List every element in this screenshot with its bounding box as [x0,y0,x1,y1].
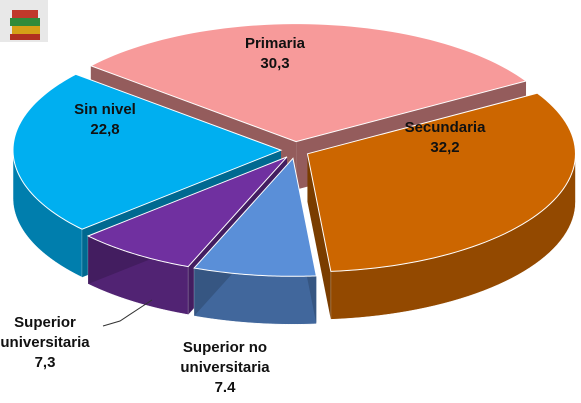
slice-name: Sin nivel [50,100,160,120]
slice-name: Superior no universitaria [160,338,290,378]
slice-value: 22,8 [50,120,160,140]
books-icon [0,0,48,42]
slice-value: 32,2 [375,138,515,158]
slice-name: Secundaria [375,118,515,138]
slice-value: 7,3 [0,353,110,373]
slice-name: Primaria [220,34,330,54]
chart: Primaria30,3 Secundaria32,2 Superior no un… [0,0,581,403]
slice-value: 7.4 [160,378,290,398]
slice-value: 30,3 [220,54,330,74]
slice-name: Superior universitaria [0,313,110,353]
